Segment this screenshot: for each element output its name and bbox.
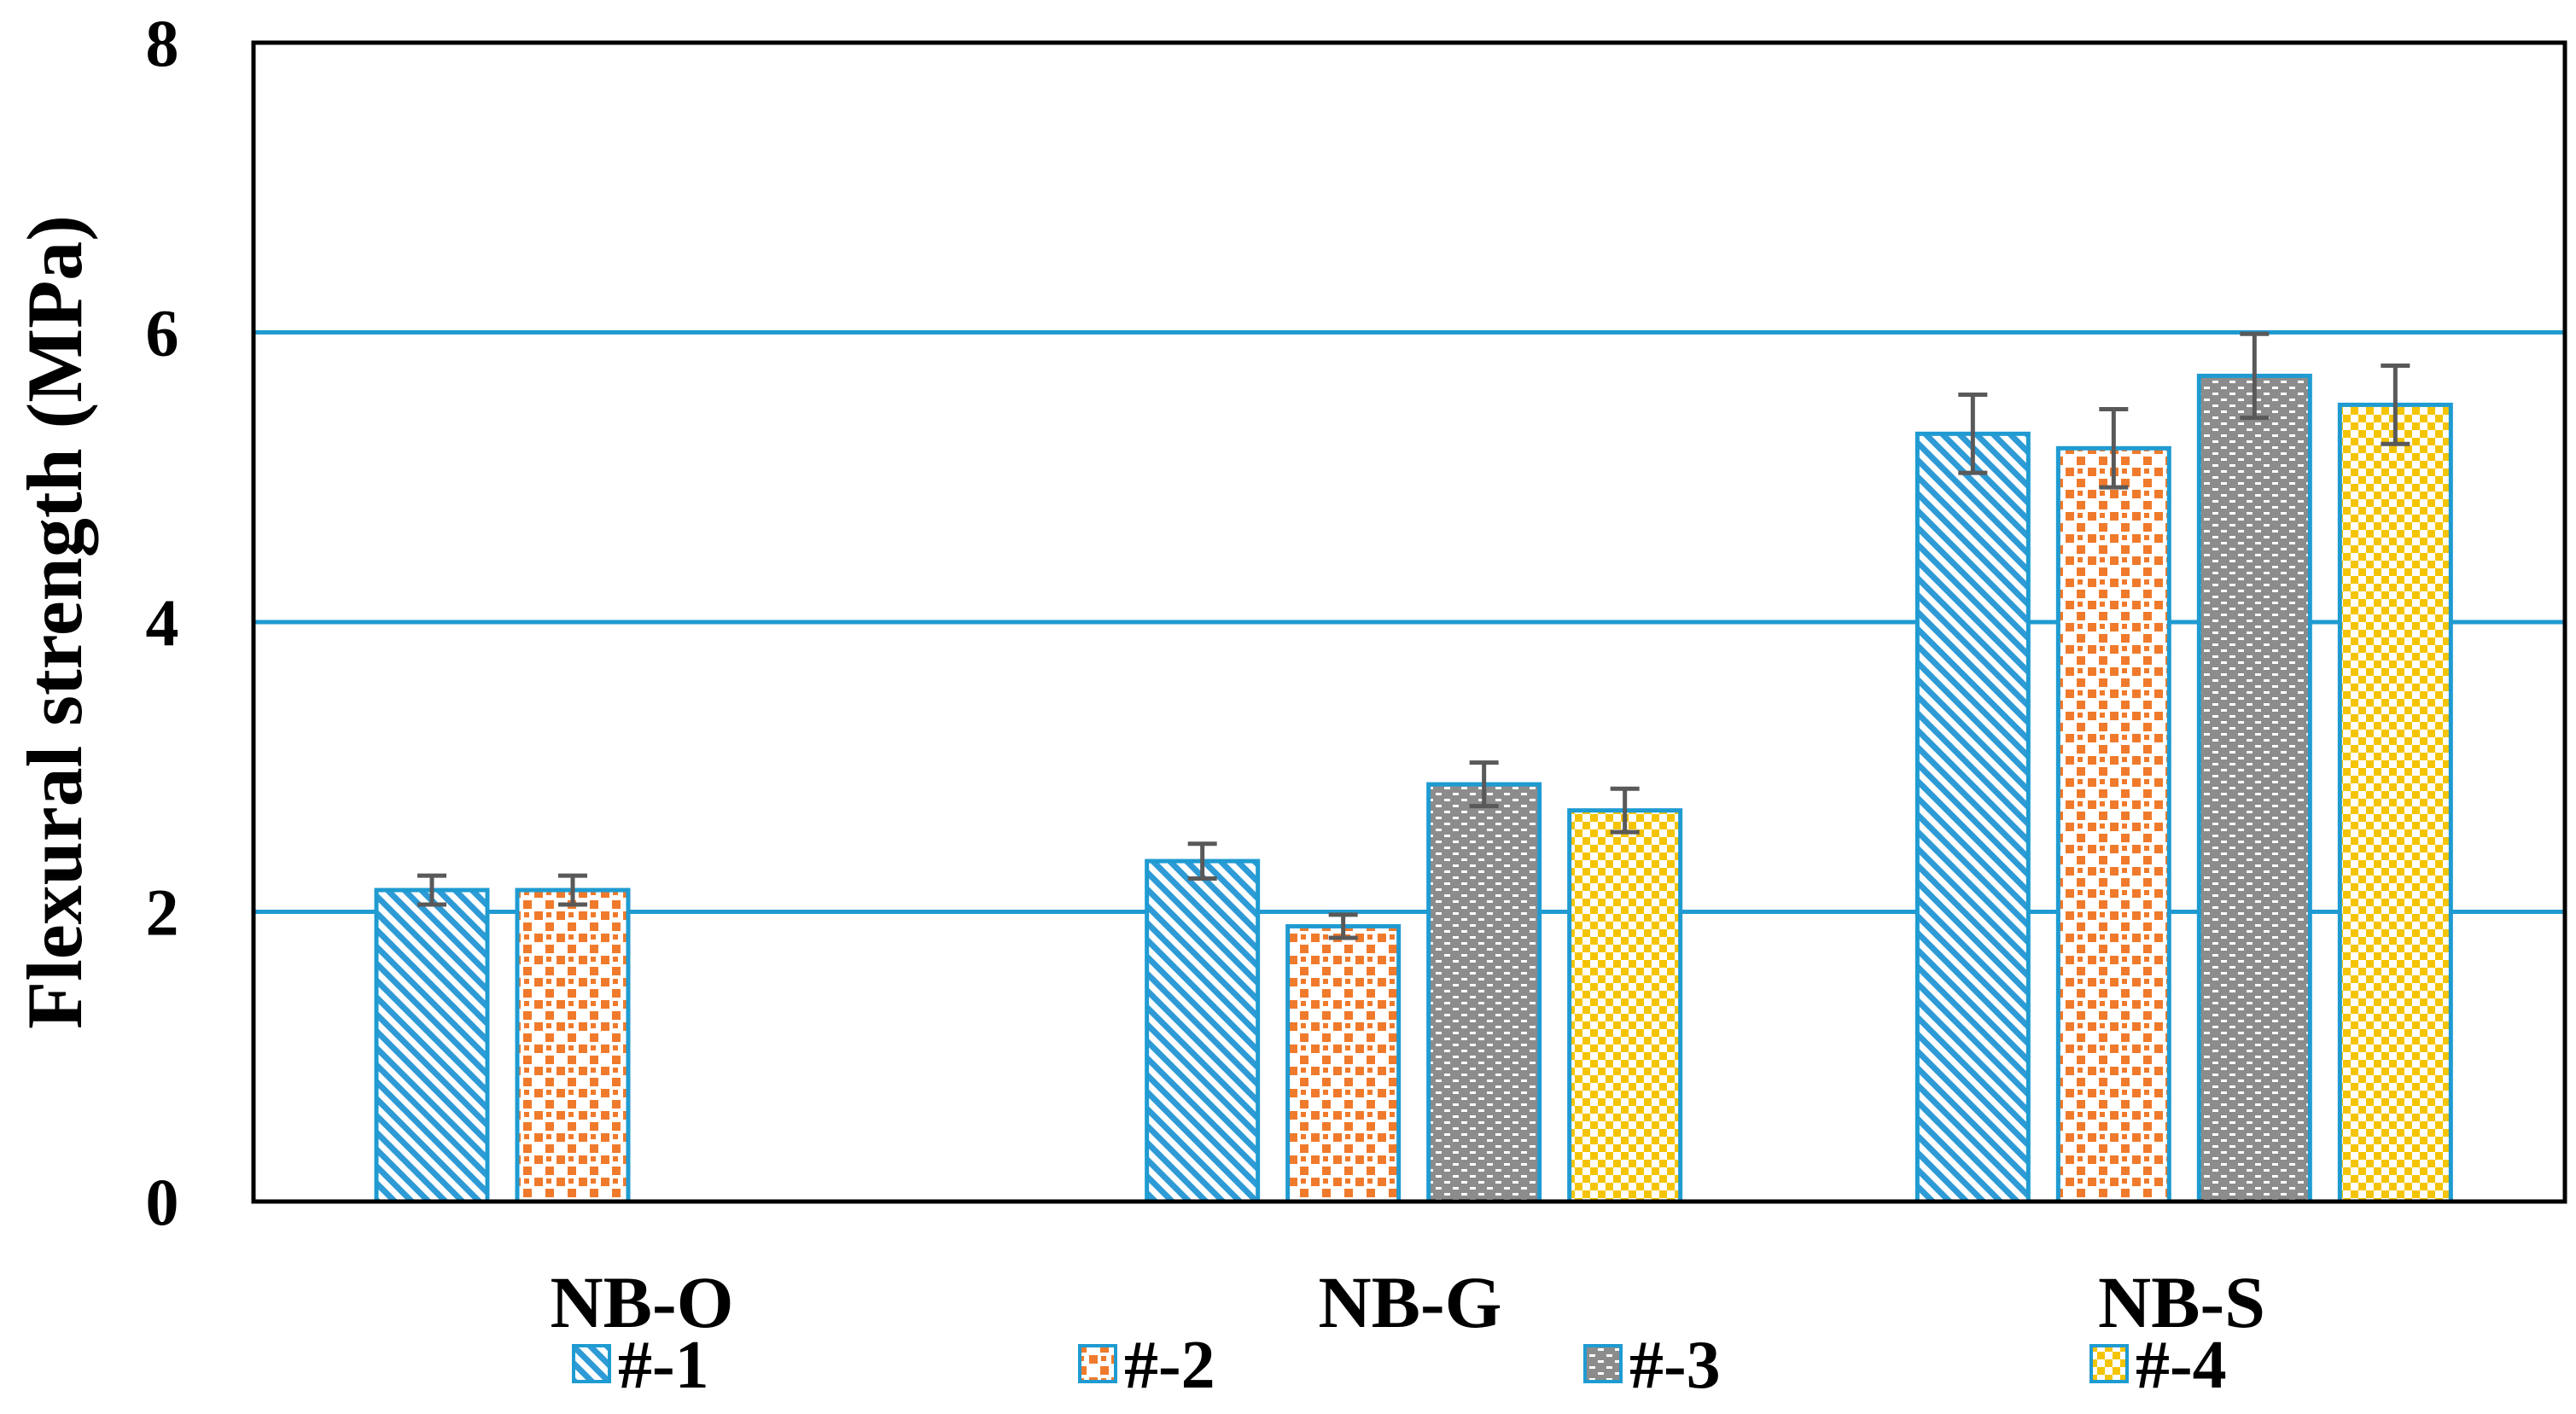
y-tick-label: 0	[146, 1165, 179, 1239]
bar-NB-G-#-4	[1567, 808, 1683, 1204]
gridlines	[254, 330, 2565, 914]
y-tick-label: 2	[146, 876, 179, 950]
legend-item-#-4: #-4	[2089, 1328, 2227, 1403]
y-tick-label: 6	[146, 296, 179, 370]
error-bar	[2381, 364, 2410, 446]
error-bar	[558, 873, 587, 907]
bar-NB-G-#-3	[1426, 782, 1542, 1204]
x-axis-categories: NB-O NB-G NB-S	[551, 1261, 2265, 1343]
y-tick-label: 8	[146, 6, 179, 80]
y-axis-title: Flexural strength (MPa)	[11, 215, 98, 1029]
legend-label: #-3	[1629, 1328, 1721, 1403]
bar-NB-G-#-2	[1285, 923, 1402, 1204]
bar-NB-S-#-4	[2337, 402, 2453, 1204]
bar-NB-S-#-3	[2196, 373, 2312, 1204]
legend-swatch	[1078, 1344, 1117, 1383]
legend-item-#-2: #-2	[1078, 1328, 1215, 1403]
legend-label: #-4	[2136, 1328, 2227, 1403]
error-bar	[1187, 841, 1217, 881]
bars	[374, 373, 2453, 1204]
error-bar	[2240, 331, 2270, 421]
legend-label: #-1	[618, 1328, 709, 1403]
error-bar	[2099, 406, 2129, 490]
y-tick-label: 4	[146, 585, 179, 660]
legend-item-#-1: #-1	[572, 1328, 709, 1403]
legend-swatch	[572, 1344, 611, 1383]
y-axis-ticks: 0 2 4 6 8	[146, 6, 179, 1239]
error-bar	[1328, 912, 1358, 940]
bar-NB-S-#-2	[2055, 445, 2171, 1204]
legend-item-#-3: #-3	[1583, 1328, 1721, 1403]
legend: #-1 #-2 #-3 #-4	[572, 1328, 2227, 1403]
x-category-label: NB-O	[551, 1261, 734, 1343]
x-category-label: NB-G	[1319, 1261, 1502, 1343]
error-bar	[1958, 392, 1988, 475]
bar-NB-O-#-2	[515, 887, 631, 1204]
error-bars	[417, 331, 2410, 940]
x-category-label: NB-S	[2098, 1261, 2265, 1343]
bar-NB-G-#-1	[1145, 858, 1261, 1204]
legend-swatch	[2089, 1344, 2129, 1383]
plot-frame	[251, 40, 2567, 1204]
bar-NB-S-#-1	[1915, 431, 2031, 1204]
legend-label: #-2	[1124, 1328, 1215, 1403]
error-bar	[1610, 786, 1640, 835]
legend-swatch	[1583, 1344, 1623, 1383]
bar-NB-O-#-1	[374, 887, 490, 1204]
error-bar	[1469, 760, 1499, 809]
error-bar	[417, 873, 446, 907]
